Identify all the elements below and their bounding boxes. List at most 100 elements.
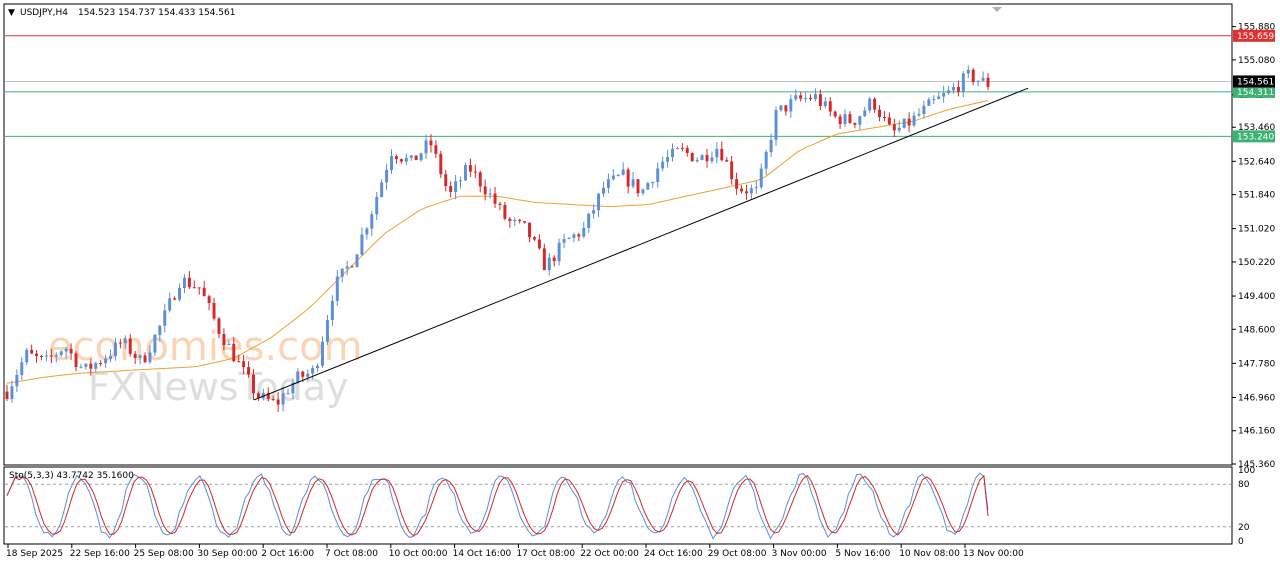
- price-tick-label: 147.780: [1238, 359, 1275, 369]
- candle-body: [582, 227, 586, 237]
- candle-body: [764, 152, 768, 169]
- price-tick-label: 149.400: [1238, 292, 1275, 302]
- candle-body: [64, 348, 68, 352]
- candle-body: [44, 355, 48, 357]
- candle-body: [459, 180, 463, 182]
- candle-body: [651, 182, 655, 184]
- time-tick-label: 13 Nov 00:00: [963, 549, 1024, 559]
- candle-body: [365, 228, 369, 235]
- candle-body: [173, 298, 177, 300]
- candle-body: [399, 159, 403, 162]
- time-tick-label: 10 Nov 08:00: [899, 549, 960, 559]
- candle-body: [59, 351, 63, 356]
- collapse-arrow-icon[interactable]: ▼: [8, 8, 15, 18]
- candle-body: [671, 148, 674, 158]
- candle-body: [710, 157, 714, 162]
- candle-body: [887, 117, 891, 125]
- candle-body: [163, 310, 167, 326]
- candle-body: [35, 353, 39, 357]
- candle-body: [54, 355, 58, 357]
- candle-body: [878, 109, 882, 118]
- candle-body: [690, 152, 694, 162]
- candle-body: [94, 363, 98, 369]
- candle-body: [616, 175, 620, 177]
- candle-body: [873, 98, 877, 110]
- scroll-marker-icon[interactable]: [992, 7, 1002, 12]
- candle-body: [606, 179, 610, 188]
- candle-body: [138, 355, 142, 359]
- candle-body: [631, 179, 635, 187]
- time-tick-label: 7 Oct 08:00: [325, 549, 378, 559]
- candle-body: [335, 276, 339, 302]
- price-tick-label: 153.460: [1238, 123, 1275, 133]
- candle-body: [542, 248, 546, 271]
- candle-body: [966, 69, 970, 74]
- price-tick-label: 152.640: [1238, 157, 1275, 167]
- candle-body: [897, 127, 901, 131]
- candle-body: [30, 349, 34, 354]
- candle-body: [922, 105, 926, 115]
- ohlc-readout: 154.523 154.737 154.433 154.561: [78, 8, 235, 18]
- watermark-line-2: FXNewsToday: [88, 365, 348, 409]
- candle-body: [646, 183, 650, 190]
- candle-body: [429, 140, 433, 146]
- price-tick-label: 148.600: [1238, 325, 1275, 335]
- candle-body: [237, 361, 241, 363]
- candle-body: [892, 124, 896, 131]
- candle-body: [833, 111, 837, 117]
- candle-body: [74, 353, 78, 368]
- candle-body: [360, 234, 364, 255]
- candle-body: [49, 355, 53, 357]
- candle-body: [394, 156, 398, 160]
- candle-body: [89, 363, 93, 369]
- candle-body: [380, 182, 384, 197]
- trendline[interactable]: [253, 87, 1029, 401]
- candle-body: [385, 169, 389, 183]
- candle-body: [537, 239, 541, 249]
- candle-body: [350, 266, 354, 268]
- candle-body: [695, 159, 699, 162]
- level-badge-label: 153.240: [1237, 132, 1274, 142]
- time-tick-label: 5 Nov 16:00: [835, 549, 890, 559]
- candle-body: [572, 234, 576, 238]
- candle-body: [25, 349, 29, 363]
- price-tick-label: 150.220: [1238, 258, 1275, 268]
- stochastic-tick-label: 20: [1238, 523, 1250, 533]
- time-tick-label: 3 Nov 00:00: [772, 549, 827, 559]
- candle-body: [197, 287, 201, 289]
- candle-body: [917, 114, 921, 116]
- time-tick-label: 22 Oct 00:00: [580, 549, 639, 559]
- candle-body: [454, 181, 458, 192]
- candle-body: [168, 298, 172, 311]
- candle-body: [187, 277, 191, 288]
- time-tick-label: 17 Oct 08:00: [516, 549, 575, 559]
- candle-body: [838, 116, 842, 125]
- level-badge: [1233, 130, 1275, 143]
- candle-body: [611, 175, 615, 180]
- candle-body: [123, 338, 127, 344]
- time-tick-label: 29 Oct 08:00: [708, 549, 767, 559]
- candle-body: [828, 101, 832, 112]
- candle-body: [113, 342, 117, 356]
- candle-body: [222, 333, 226, 346]
- time-tick-label: 18 Sep 2025: [6, 549, 63, 559]
- candle-body: [557, 242, 561, 262]
- symbol-label: USDJPY,H4: [20, 8, 68, 18]
- candle-body: [266, 392, 270, 399]
- candle-body: [133, 353, 137, 359]
- time-tick-label: 25 Sep 08:00: [134, 549, 194, 559]
- candle-body: [148, 352, 152, 363]
- candle-body: [971, 69, 975, 82]
- candle-body: [636, 179, 640, 194]
- candle-body: [325, 319, 329, 342]
- candle-body: [212, 302, 216, 319]
- candle-body: [577, 234, 581, 237]
- candle-body: [5, 391, 9, 399]
- candle-body: [109, 355, 113, 359]
- stochastic-tick-label: 100: [1238, 466, 1255, 476]
- price-tick-label: 155.080: [1238, 56, 1275, 66]
- price-tick-label: 146.960: [1238, 393, 1275, 403]
- candle-body: [227, 343, 231, 346]
- candle-body: [513, 219, 517, 222]
